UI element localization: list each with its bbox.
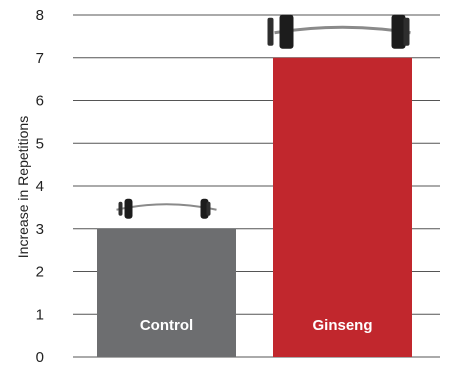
bars: Control Ginseng — [97, 57, 412, 357]
barbell-icon — [267, 14, 411, 49]
bar-label: Control — [140, 317, 193, 334]
barbell-plate — [267, 17, 274, 46]
barbell-bar — [274, 25, 411, 35]
y-tick-label: 8 — [36, 7, 44, 24]
bar-control — [97, 228, 236, 357]
barbell-plate — [403, 17, 410, 46]
y-tick-label: 3 — [36, 221, 44, 238]
y-axis-title: Increase in Repetitions — [15, 116, 31, 258]
barbell-plate — [124, 198, 133, 219]
y-axis-ticks: 0 1 2 3 4 5 6 7 8 — [36, 7, 44, 366]
y-tick-label: 2 — [36, 264, 44, 281]
barbell-decorations — [116, 14, 411, 219]
barbell-plate — [279, 14, 294, 49]
y-tick-label: 0 — [36, 349, 44, 363]
barbell-plate — [118, 201, 123, 216]
y-tick-label: 5 — [36, 135, 44, 152]
y-tick-label: 4 — [36, 178, 44, 195]
y-tick-label: 1 — [36, 306, 44, 323]
barbell-icon — [116, 198, 217, 219]
y-tick-label: 7 — [36, 50, 44, 67]
barbell-plate — [206, 201, 211, 216]
bar-ginseng — [273, 57, 412, 357]
y-tick-label: 6 — [36, 93, 44, 110]
barbell-plate — [391, 14, 406, 49]
bar-label: Ginseng — [312, 317, 372, 334]
